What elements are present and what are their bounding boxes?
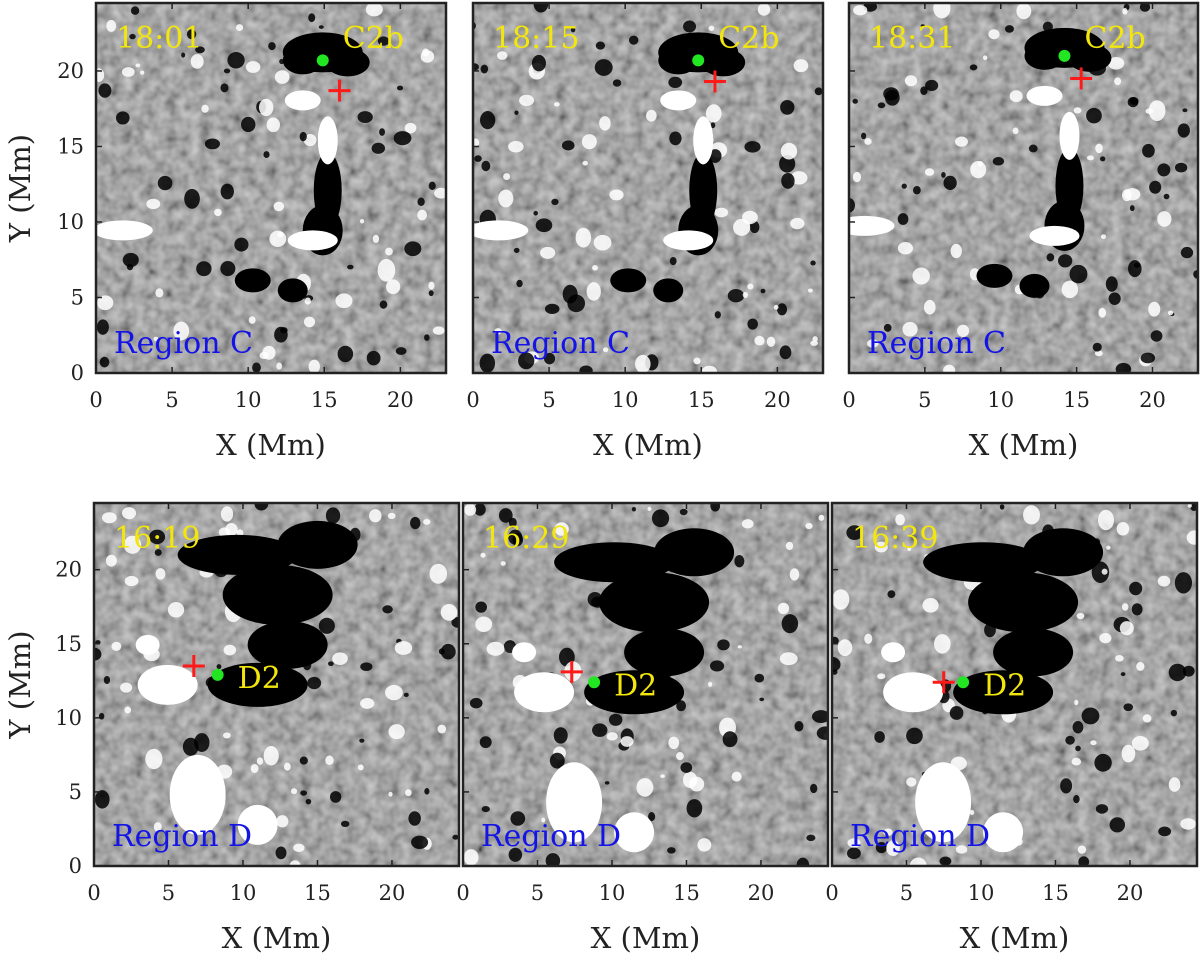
feature-label: C2b [718,21,779,56]
cross-marker [703,70,726,93]
time-label: 16:29 [483,521,569,556]
x-tick-label: 0 [89,388,102,412]
x-tick-label: 10 [235,388,262,412]
panel-frame [847,1,1200,375]
cross-marker [328,79,351,102]
x-tick-label: 20 [387,388,414,412]
time-label: 18:15 [493,21,579,56]
y-tick-label: 10 [57,210,84,234]
y-tick-label: 10 [55,706,82,730]
x-tick-label: 20 [1139,388,1166,412]
feature-label: D2 [238,661,281,696]
feature-label: C2b [1084,21,1145,56]
dot-marker [588,676,601,689]
x-tick-label: 5 [900,881,913,905]
x-tick-label: 15 [673,881,700,905]
y-tick-label: 20 [55,558,82,582]
magnetogram-image [463,503,828,866]
panels-layer: 18:01 Region C C2b 0 5 10 15 20 X (Mm) 0 5 10 15 20 Y … [3,1,1200,955]
region-label: Region D [481,819,621,854]
panel-frame [92,501,461,868]
x-tick-label: 0 [87,881,100,905]
y-tick-label: 15 [55,632,82,656]
y-tick-label: 5 [69,780,82,804]
y-axis-label: Y (Mm) [3,630,37,739]
x-tick-label: 5 [542,388,555,412]
x-tick-label: 10 [230,881,257,905]
x-tick-label: 15 [304,881,331,905]
x-tick-label: 0 [842,388,855,412]
cross-marker [182,654,205,677]
x-axis-label: X (Mm) [960,921,1070,955]
magnetogram-image [849,3,1198,373]
x-tick-label: 20 [1117,881,1144,905]
x-tick-label: 10 [599,881,626,905]
y-tick-label: 15 [57,134,84,158]
x-axis-label: X (Mm) [222,921,332,955]
time-label: 18:01 [116,21,202,56]
y-axis-label: Y (Mm) [3,134,37,243]
cross-marker [1070,67,1093,90]
x-tick-label: 15 [688,388,715,412]
x-tick-label: 5 [918,388,931,412]
magnetogram-image [832,503,1197,866]
region-label: Region C [114,326,253,361]
x-tick-label: 5 [162,881,175,905]
panel-0-0: 18:01 Region C C2b 0 5 10 15 20 X (Mm) 0 5 10 15 20 Y … [3,1,448,462]
magnetogram-image [94,503,459,866]
panel-frame [830,501,1199,868]
y-tick-label: 5 [71,285,84,309]
panel-1-2: 16:39 Region D D2 0 5 10 15 20 X (Mm) [825,501,1199,955]
y-tick-label: 20 [57,59,84,83]
region-label: Region D [850,819,990,854]
region-label: Region D [112,819,252,854]
x-tick-label: 20 [764,388,791,412]
panel-0-2: 18:31 Region C C2b 0 5 10 15 20 X (Mm) [842,1,1200,462]
x-tick-label: 10 [612,388,639,412]
dot-marker [692,54,705,67]
x-tick-label: 15 [311,388,338,412]
cross-marker [560,660,583,683]
dot-marker [316,54,329,67]
dot-marker [1058,49,1071,62]
x-tick-label: 0 [466,388,479,412]
panel-1-0: 16:19 Region D D2 0 5 10 15 20 X (Mm) 0 5 10 15 20 Y (… [3,501,461,955]
time-label: 16:19 [114,521,200,556]
x-tick-label: 5 [531,881,544,905]
panel-frame [94,1,448,375]
region-label: Region C [867,326,1006,361]
x-axis-label: X (Mm) [216,428,326,462]
x-tick-label: 10 [987,388,1014,412]
x-tick-label: 10 [968,881,995,905]
cross-marker [932,671,955,694]
panel-1-1: 16:29 Region D D2 0 5 10 15 20 X (Mm) [456,501,830,955]
magnetogram-image [473,3,823,373]
feature-label: D2 [614,668,657,703]
magnetogram-image [96,3,446,373]
dot-marker [957,676,970,689]
y-tick-label: 0 [69,854,82,878]
time-label: 18:31 [869,21,955,56]
panel-0-1: 18:15 Region C C2b 0 5 10 15 20 X (Mm) [466,1,825,462]
panel-frame [461,501,830,868]
feature-label: D2 [983,668,1026,703]
x-axis-label: X (Mm) [969,428,1079,462]
x-tick-label: 5 [165,388,178,412]
x-tick-label: 0 [456,881,469,905]
x-axis-label: X (Mm) [591,921,701,955]
time-label: 16:39 [852,521,938,556]
x-tick-label: 15 [1042,881,1069,905]
x-tick-label: 20 [379,881,406,905]
y-tick-label: 0 [71,361,84,385]
x-tick-label: 20 [748,881,775,905]
x-axis-label: X (Mm) [593,428,703,462]
region-label: Region C [491,326,630,361]
feature-label: C2b [343,21,404,56]
x-tick-label: 0 [825,881,838,905]
x-tick-label: 15 [1063,388,1090,412]
dot-marker [211,668,224,681]
panel-frame [471,1,825,375]
